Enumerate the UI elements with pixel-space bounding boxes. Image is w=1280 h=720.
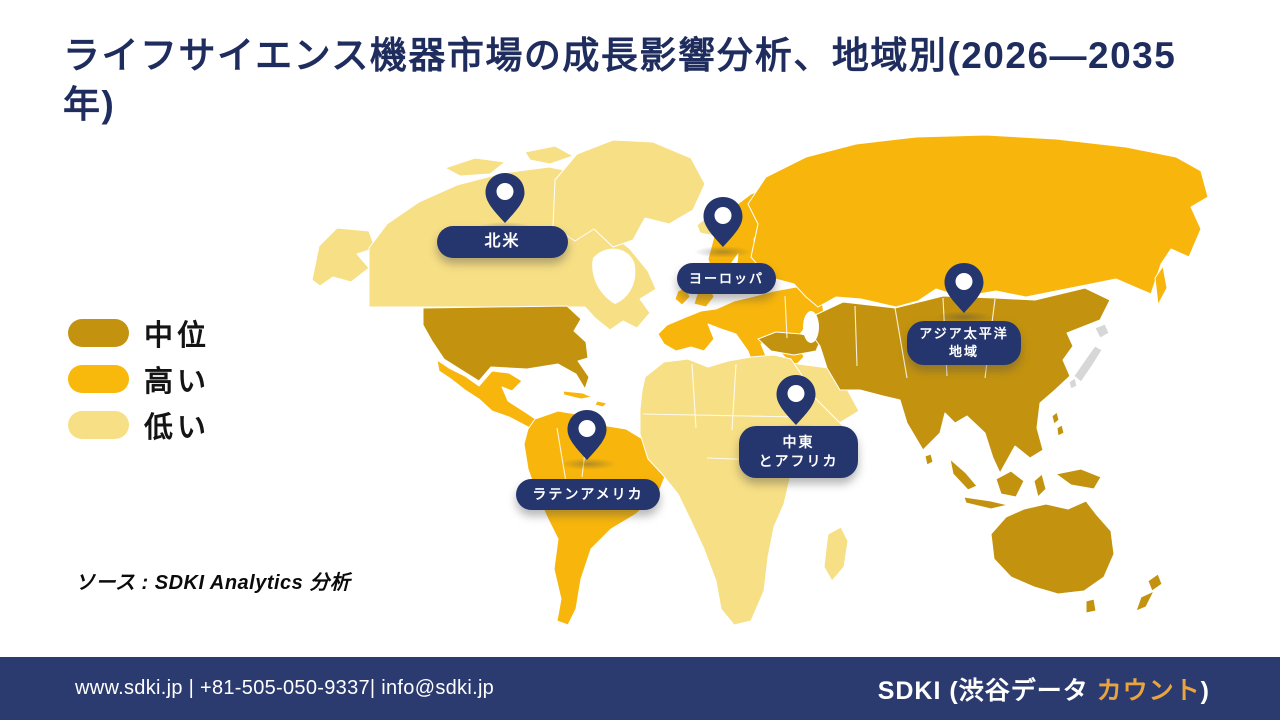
footer-brand-accent: カウント xyxy=(1096,676,1201,705)
map-pin-icon-europe xyxy=(703,197,743,247)
footer-bar: www.sdki.jp | +81-505-050-9337| info@sdk… xyxy=(0,657,1280,720)
legend-label-high: 高い xyxy=(144,365,211,398)
footer-brand-prefix: SDKI (渋谷データ xyxy=(877,676,1097,705)
region-label-latin-america: ラテンアメリカ xyxy=(516,479,660,510)
region-label-middle-east-africa: 中東 とアフリカ xyxy=(739,426,858,478)
landmass-new-zealand xyxy=(1135,573,1163,612)
legend-item-low: 低い xyxy=(68,410,210,444)
legend-swatch-medium xyxy=(68,318,129,347)
page-title-line1: ライフサイエンス機器市場の成長影響分析、地域別(2026—2035 xyxy=(63,35,1177,76)
page-title-line2: 年) xyxy=(63,83,116,125)
map-pin-icon-middle-east-africa xyxy=(776,375,816,425)
landmass-usa xyxy=(422,305,590,390)
landmass-asia xyxy=(806,287,1111,474)
legend-swatch-high xyxy=(68,364,129,393)
region-label-text: ヨーロッパ xyxy=(688,270,764,286)
legend: 中位 高い 低い xyxy=(68,318,210,456)
region-label-north-america: 北米 xyxy=(437,226,568,258)
map-pin-icon-asia-pacific xyxy=(944,263,984,313)
landmass-russia xyxy=(747,134,1209,308)
region-label-text: 北米 xyxy=(484,233,521,251)
page-title: ライフサイエンス機器市場の成長影響分析、地域別(2026—2035 年) xyxy=(63,32,1233,130)
landmass-sakhalin xyxy=(1154,265,1168,306)
region-label-asia-pacific: アジア太平洋 地域 xyxy=(907,321,1021,365)
landmass-greenland xyxy=(552,139,706,248)
landmass-caribbean xyxy=(562,390,608,408)
landmass-australia xyxy=(990,500,1115,614)
landmass-africa xyxy=(639,354,845,626)
footer-contact[interactable]: www.sdki.jp | +81-505-050-9337| info@sdk… xyxy=(75,677,495,699)
footer-brand-suffix: ) xyxy=(1200,676,1210,705)
footer-brand: SDKI (渋谷データ カウント) xyxy=(878,671,1210,707)
landmass-japan xyxy=(1068,323,1110,390)
pin-shadow-europe xyxy=(694,246,752,258)
landmass-sri-lanka xyxy=(924,453,934,466)
landmass-alaska xyxy=(311,227,376,287)
legend-item-high: 高い xyxy=(68,364,210,398)
legend-item-medium: 中位 xyxy=(68,318,210,352)
region-label-text-line2: 地域 xyxy=(948,344,979,359)
landmass-indonesia xyxy=(949,458,1102,510)
region-label-text: ラテンアメリカ xyxy=(532,486,644,503)
legend-label-low: 低い xyxy=(144,411,211,444)
caspian-sea xyxy=(803,311,819,343)
hudson-bay xyxy=(592,248,636,304)
legend-label-medium: 中位 xyxy=(144,319,211,352)
source-note: ソース : SDKI Analytics 分析 xyxy=(75,572,351,594)
pin-shadow-latin-america xyxy=(559,458,617,470)
landmass-philippines xyxy=(1051,411,1065,437)
landmass-madagascar xyxy=(823,526,849,582)
landmass-mexico-central-america xyxy=(436,359,550,436)
region-label-europe: ヨーロッパ xyxy=(677,263,776,294)
region-label-text-line1: 中東 xyxy=(782,434,815,451)
map-pin-icon-latin-america xyxy=(567,410,607,460)
region-label-text-line2: とアフリカ xyxy=(758,453,839,469)
map-pin-icon-north-america xyxy=(485,173,525,223)
region-label-text-line1: アジア太平洋 xyxy=(919,326,1009,342)
pin-shadow-asia-pacific xyxy=(935,311,993,323)
legend-swatch-low xyxy=(68,410,129,439)
